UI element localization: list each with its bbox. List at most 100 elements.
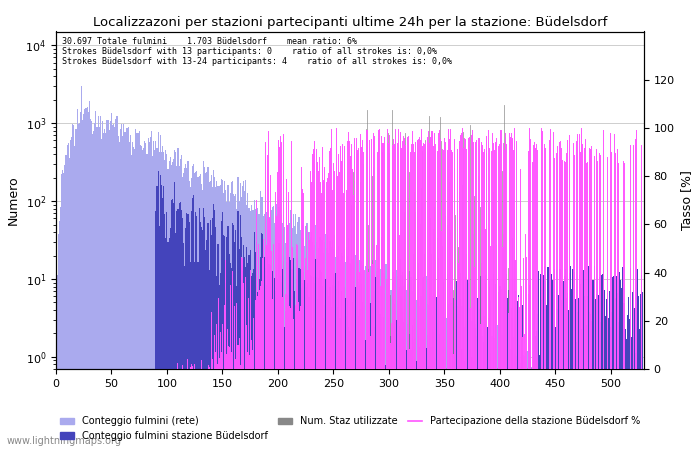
Bar	[545, 365, 546, 450]
Bar	[287, 295, 288, 450]
Bar	[475, 324, 476, 450]
Bar	[156, 186, 158, 450]
Bar	[61, 175, 62, 450]
Bar	[628, 363, 629, 450]
Bar	[270, 205, 271, 450]
Bar	[620, 350, 622, 450]
Bar	[254, 199, 255, 450]
Bar	[97, 117, 99, 450]
Bar	[410, 277, 412, 450]
Bar	[567, 359, 568, 450]
Bar	[211, 235, 212, 450]
Bar	[528, 293, 529, 450]
Bar	[435, 310, 436, 450]
Bar	[302, 283, 303, 450]
Bar	[194, 262, 195, 450]
Bar	[63, 173, 64, 450]
Bar	[421, 302, 423, 450]
Bar	[306, 288, 307, 450]
Bar	[384, 276, 385, 450]
Bar	[445, 347, 446, 450]
Bar	[181, 155, 182, 450]
Bar	[613, 276, 615, 450]
Bar	[122, 136, 123, 450]
Bar	[387, 279, 388, 450]
Bar	[508, 289, 509, 450]
Bar	[426, 275, 427, 450]
Bar	[431, 296, 433, 450]
Bar	[298, 217, 300, 450]
Bar	[167, 242, 169, 450]
Bar	[328, 296, 330, 450]
Bar	[505, 291, 506, 450]
Bar	[89, 101, 90, 450]
Bar	[605, 358, 606, 450]
Bar	[296, 234, 297, 450]
Bar	[518, 360, 519, 450]
Bar	[450, 303, 452, 450]
Bar	[500, 286, 501, 450]
Bar	[631, 363, 632, 450]
Bar	[546, 305, 547, 450]
Bar	[559, 269, 560, 450]
Bar	[222, 180, 223, 450]
Bar	[343, 263, 344, 450]
Bar	[601, 358, 603, 450]
Bar	[158, 132, 159, 450]
Bar	[70, 140, 71, 450]
Bar	[169, 228, 171, 450]
Bar	[476, 336, 477, 450]
Bar	[341, 291, 342, 450]
Bar	[634, 367, 635, 450]
Bar	[485, 283, 486, 450]
Bar	[230, 193, 231, 450]
Bar	[379, 269, 381, 450]
Bar	[99, 127, 100, 450]
Bar	[389, 337, 391, 450]
Bar	[162, 146, 163, 450]
Bar	[57, 234, 59, 450]
Bar	[220, 221, 222, 450]
Bar	[539, 355, 540, 450]
Bar	[547, 363, 548, 450]
Title: Localizzazoni per stazioni partecipanti ultime 24h per la stazione: Büdelsdorf: Localizzazoni per stazioni partecipanti …	[93, 16, 607, 29]
Bar	[374, 327, 375, 450]
Bar	[615, 359, 616, 450]
Bar	[60, 207, 61, 450]
Bar	[538, 271, 539, 450]
Bar	[488, 327, 489, 450]
Bar	[307, 284, 309, 450]
Bar	[266, 212, 267, 450]
Bar	[510, 433, 512, 450]
Bar	[590, 315, 592, 450]
Bar	[110, 121, 111, 450]
Bar	[601, 275, 603, 450]
Bar	[377, 350, 378, 450]
Bar	[66, 145, 68, 450]
Bar	[505, 329, 506, 450]
Bar	[517, 301, 518, 450]
Bar	[202, 230, 203, 450]
Bar	[325, 279, 326, 450]
Bar	[447, 300, 448, 450]
Bar	[88, 112, 89, 450]
Bar	[487, 327, 488, 450]
Bar	[524, 447, 525, 450]
Bar	[275, 227, 276, 450]
Bar	[637, 364, 638, 450]
Bar	[290, 218, 292, 450]
Y-axis label: Tasso [%]: Tasso [%]	[680, 170, 694, 230]
Bar	[266, 285, 267, 450]
Bar	[357, 276, 358, 450]
Bar	[448, 305, 449, 450]
Bar	[632, 364, 634, 450]
Bar	[212, 187, 213, 450]
Bar	[573, 272, 575, 450]
Bar	[438, 304, 440, 450]
Bar	[529, 343, 531, 450]
Bar	[560, 367, 561, 450]
Bar	[370, 303, 372, 450]
Bar	[255, 252, 256, 450]
Bar	[207, 223, 209, 450]
Bar	[444, 317, 445, 450]
